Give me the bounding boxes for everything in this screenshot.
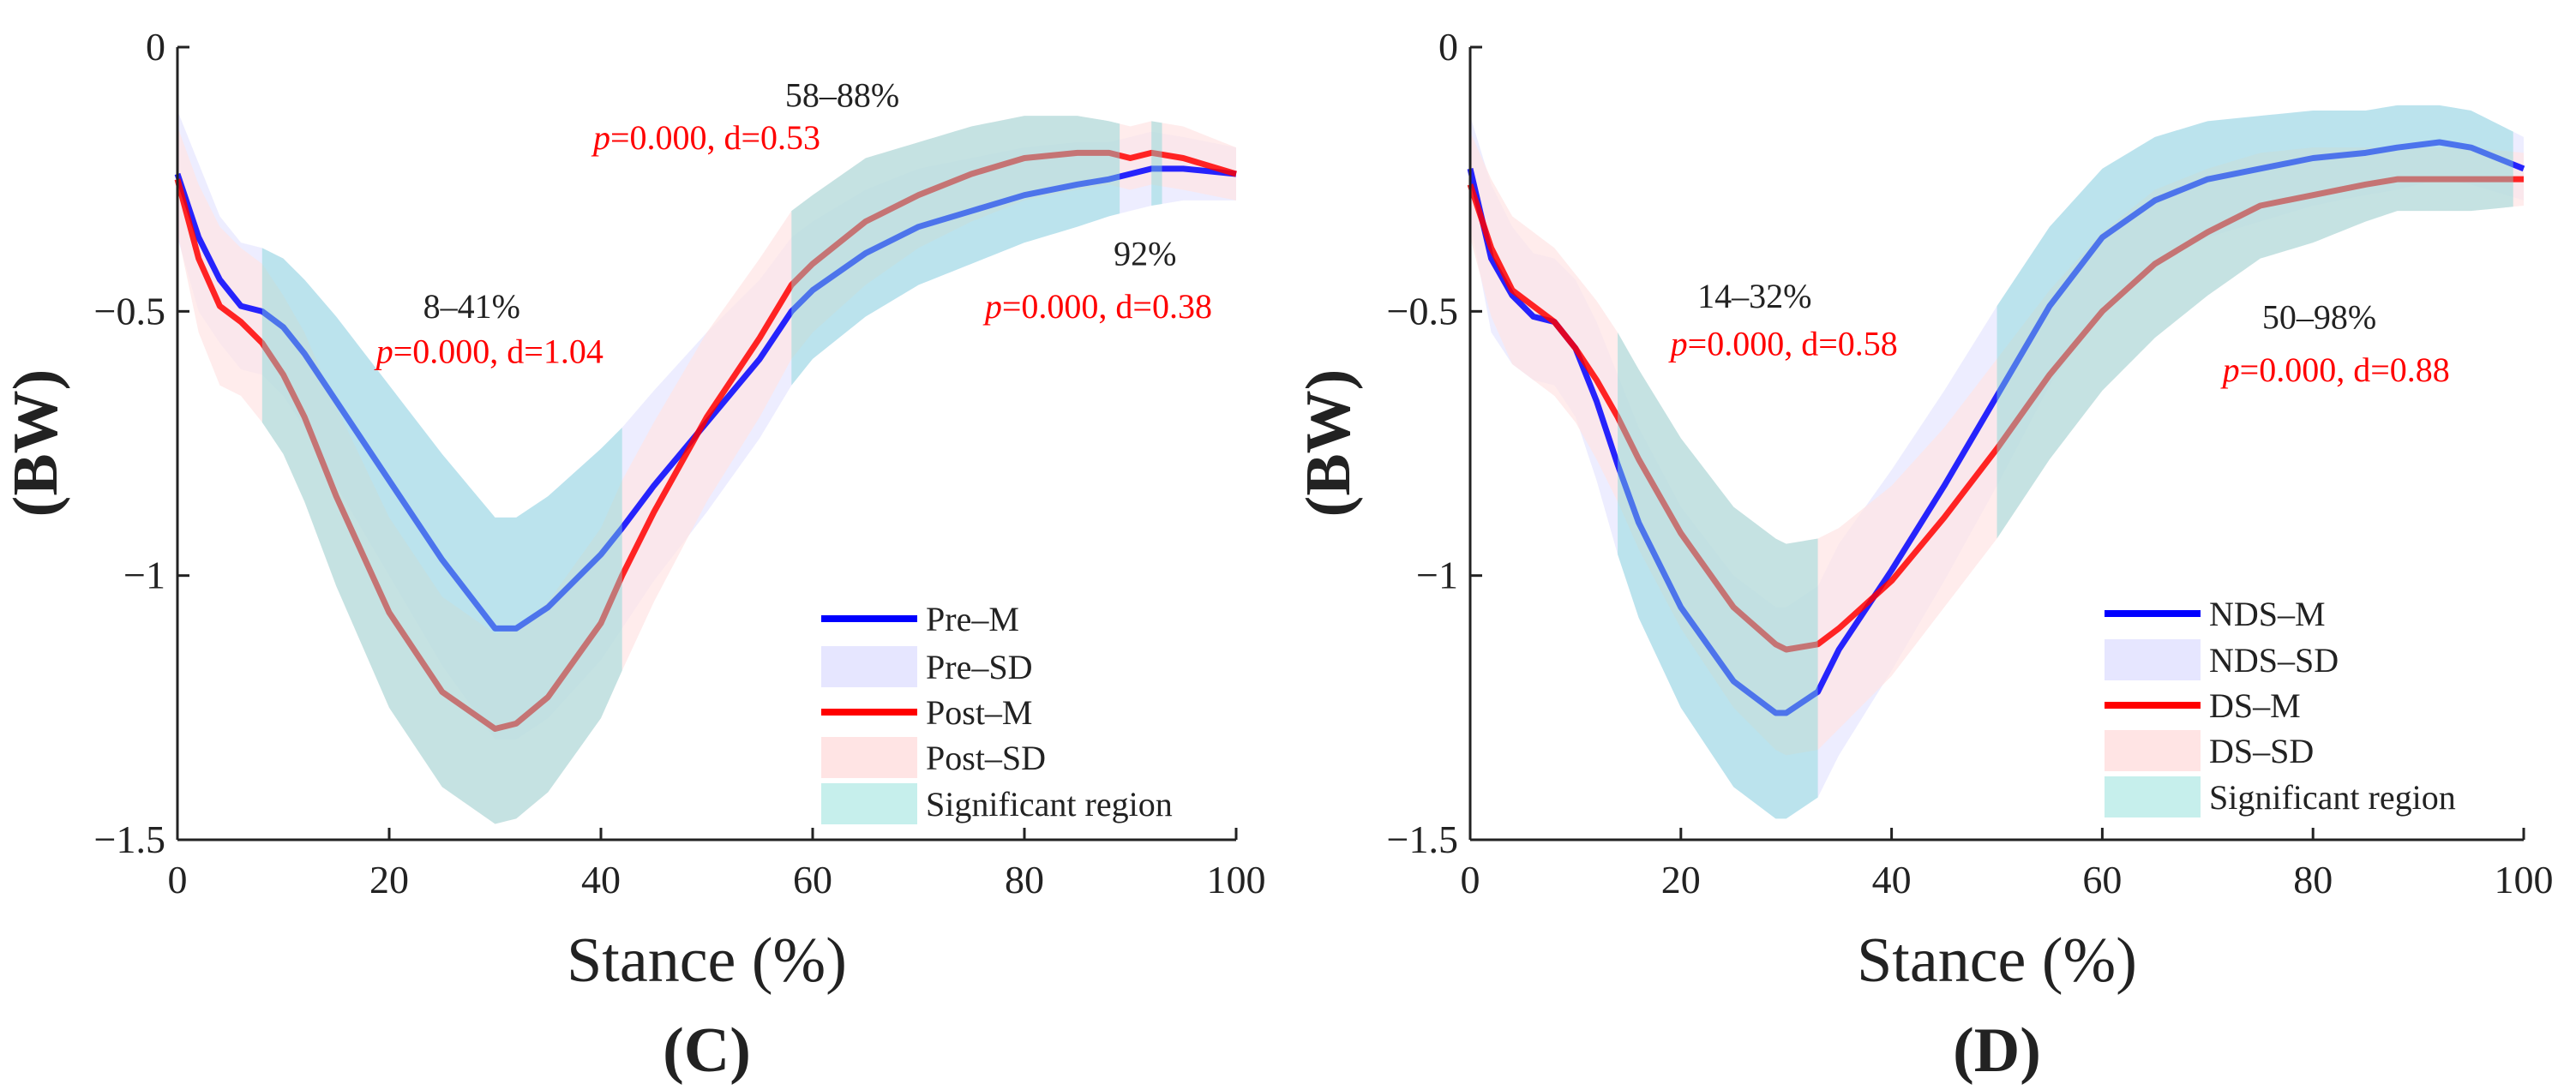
x-axis-label: Stance (%) [567,925,847,996]
legend-label: DS–SD [2209,732,2314,770]
y-tick-label: −0.5 [94,289,165,332]
annotation-range: 8–41% [423,287,520,326]
p-symbol: p [1668,324,1688,362]
x-tick-label: 100 [2495,858,2554,901]
annotation-range: 50–98% [2262,298,2376,337]
panel-label: (D) [1953,1015,2041,1086]
x-tick-label: 20 [1661,858,1701,901]
legend-label: Post–M [926,693,1033,732]
significant-region-0 [261,248,622,824]
p-symbol: p [2220,350,2240,389]
legend: Pre–M Pre–SD Post–M Post–SD Significant regi… [821,600,1173,824]
legend-label: DS–M [2209,686,2301,725]
x-tick-label: 80 [1005,858,1044,901]
sd-band-1 [177,116,1236,824]
legend-box-swatch [2105,639,2201,680]
x-tick-label: 20 [369,858,409,901]
x-tick-label: 0 [168,858,188,901]
mean-line-1 [1467,176,2524,653]
annotation-stat: p=0.000, d=1.04 [374,332,603,371]
legend-box-swatch [821,646,917,687]
x-tick-label: 80 [2293,858,2333,901]
annotation-range: 58–88% [785,76,899,115]
stat-value: =0.000, d=0.53 [610,118,820,157]
stat-value: =0.000, d=0.88 [2240,350,2450,389]
mean-line-0 [174,165,1237,632]
legend-label: NDS–SD [2209,641,2339,680]
legend-box-swatch [821,783,917,824]
legend-label: Pre–SD [926,648,1032,686]
annotation-stat: p=0.000, d=0.53 [591,118,820,157]
p-symbol: p [374,332,393,371]
x-tick-label: 0 [1461,858,1480,901]
x-axis-label: Stance (%) [1857,925,2137,996]
legend-label: Significant region [926,785,1173,823]
stat-value: =0.000, d=1.04 [393,332,603,371]
x-tick-label: 60 [2082,858,2122,901]
x-tick-label: 60 [793,858,832,901]
stat-value: =0.000, d=0.38 [1002,287,1212,326]
legend-label: Pre–M [926,600,1019,638]
legend-box-swatch [2105,730,2201,771]
annotation-stat: p=0.000, d=0.88 [2220,350,2450,389]
y-tick-label: 0 [1438,25,1458,69]
x-tick-label: 100 [1207,858,1266,901]
annotation-stat: p=0.000, d=0.38 [982,287,1212,326]
significant-region-1 [1997,105,2513,539]
legend-label: Significant region [2209,778,2456,817]
stat-value: =0.000, d=0.58 [1688,324,1898,362]
significant-region-2 [1151,121,1162,206]
annotation-range: 14–32% [1697,277,1811,315]
legend-box-swatch [2105,776,2201,818]
mean-line-1 [174,149,1238,732]
sd-band-1 [1470,131,2524,756]
y-axis-label: (BW) [1294,369,1364,518]
significant-region-1 [791,116,1120,386]
p-symbol: p [982,287,1002,326]
y-tick-label: −1 [123,554,165,597]
legend-label: Post–SD [926,739,1046,777]
y-tick-label: 0 [146,25,165,69]
y-tick-label: −1.5 [1387,818,1458,861]
legend-label: NDS–M [2209,595,2326,633]
x-tick-label: 40 [581,858,621,901]
significant-region-0 [1618,332,1818,819]
p-symbol: p [591,118,610,157]
y-tick-label: −1 [1416,554,1458,597]
y-tick-label: −0.5 [1387,289,1458,332]
annotation-range: 92% [1114,235,1176,273]
legend: NDS–M NDS–SD DS–M DS–SD Significant region [2105,595,2456,818]
legend-box-swatch [821,737,917,778]
panel-label: (C) [663,1015,751,1086]
annotation-stat: p=0.000, d=0.58 [1668,324,1898,362]
x-tick-label: 40 [1872,858,1912,901]
y-tick-label: −1.5 [94,818,165,861]
y-axis-label: (BW) [1,369,71,518]
